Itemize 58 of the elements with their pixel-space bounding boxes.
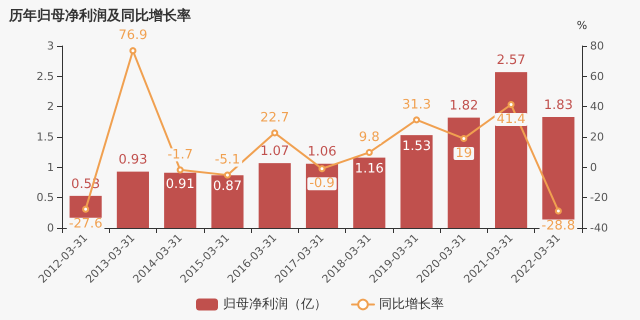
data-label: 2.57 <box>496 53 526 68</box>
y2-tick-label: 60 <box>590 70 604 83</box>
data-label: 1.83 <box>544 98 573 113</box>
point <box>460 135 468 142</box>
data-label: 1.16 <box>354 162 384 177</box>
data-label: 41.4 <box>496 112 526 128</box>
data-label: -1.7 <box>167 147 193 162</box>
point <box>366 148 373 156</box>
data-label: 1.06 <box>308 144 336 160</box>
y-tick-label: 0.5 <box>36 191 54 204</box>
y-tick-label: 2.5 <box>36 70 54 83</box>
bar <box>448 118 480 228</box>
data-label: -28.8 <box>542 218 576 234</box>
y-tick-label: 2 <box>47 100 54 114</box>
bar <box>211 175 244 228</box>
data-label: 76.9 <box>118 28 148 44</box>
point <box>129 47 136 54</box>
data-label: 19 <box>456 146 472 162</box>
data-label: 22.7 <box>260 110 290 126</box>
y-tick-label: 1 <box>47 160 54 174</box>
data-label: -5.1 <box>214 152 240 168</box>
data-label: 1.53 <box>402 139 432 154</box>
point <box>413 116 420 124</box>
legend-label: 归母净利润（亿） <box>223 297 327 312</box>
y2-tick-label: 80 <box>590 40 604 52</box>
y2-tick-label: -40 <box>590 222 608 234</box>
point <box>224 172 231 179</box>
y2-tick-label: 0 <box>590 160 597 174</box>
data-label: 0.93 <box>118 152 148 168</box>
data-label: 31.3 <box>402 97 432 112</box>
bar <box>400 135 433 228</box>
y-tick-label: 3 <box>47 40 54 52</box>
bar <box>353 158 386 228</box>
point <box>82 206 90 213</box>
point <box>554 208 562 215</box>
data-label: -27.6 <box>68 216 102 232</box>
y-tick-label: 0 <box>47 222 54 234</box>
data-label: 0.91 <box>166 176 195 192</box>
bar <box>258 163 291 228</box>
y2-tick-label: 40 <box>590 100 604 114</box>
point <box>508 101 515 108</box>
point <box>176 166 184 174</box>
point <box>318 165 326 172</box>
bar <box>495 72 528 228</box>
data-label: 0.87 <box>212 179 242 194</box>
data-label: 1.82 <box>449 98 478 114</box>
bar <box>116 172 149 228</box>
y2-tick-label: -20 <box>590 191 608 204</box>
y2-axis-title: % <box>576 19 588 32</box>
legend-label: 同比增长率 <box>379 296 444 312</box>
y2-tick-label: 20 <box>590 130 604 144</box>
y-tick-label: 1.5 <box>36 130 54 144</box>
data-label: 9.8 <box>358 130 380 145</box>
data-label: 1.07 <box>260 144 290 160</box>
chart-title: 历年归母净利润及同比增长率 <box>8 7 191 24</box>
point <box>271 129 278 136</box>
data-label: -0.9 <box>309 176 335 192</box>
bar <box>164 172 196 228</box>
